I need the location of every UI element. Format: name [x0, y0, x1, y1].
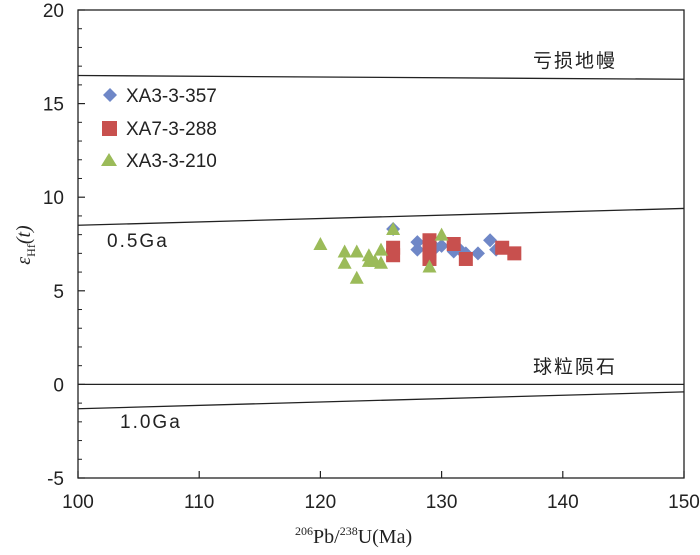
- data-point-triangle: [386, 222, 401, 236]
- x-tick-label: 150: [668, 492, 700, 513]
- legend-triangle-marker: [101, 153, 117, 166]
- y-tick-label: 15: [43, 95, 64, 116]
- legend-label-xa7-3-288: XA7-3-288: [126, 119, 217, 140]
- y-tick-label: 0: [53, 375, 64, 396]
- y-tick-label: 10: [43, 188, 64, 209]
- data-point-triangle: [349, 270, 364, 284]
- 1.0ga-line: [77, 391, 685, 410]
- data-point-triangle: [422, 259, 437, 273]
- plot-area-frame: [77, 9, 685, 479]
- svg-text:206Pb/238U(Ma): 206Pb/238U(Ma): [295, 524, 412, 548]
- x-tick-label: 140: [547, 492, 579, 513]
- data-point-triangle: [313, 237, 328, 250]
- x-axis-title-pb: Pb/: [313, 526, 340, 548]
- x-axis-title-u-ma: U(Ma): [358, 526, 412, 548]
- x-axis-title-sup-238: 238: [340, 524, 358, 538]
- x-tick-label: 130: [426, 492, 458, 513]
- data-point-diamond: [470, 246, 485, 261]
- y-axis-title: εHf(t): [13, 225, 38, 265]
- x-axis-title-sup-206: 206: [295, 524, 313, 538]
- legend-square-marker: [102, 121, 117, 136]
- 0.5ga-label: 0.5Ga: [107, 231, 169, 252]
- y-tick-label: -5: [47, 469, 64, 490]
- y-tick-label: 5: [53, 282, 64, 303]
- legend-label-xa3-3-357: XA3-3-357: [126, 86, 217, 107]
- svg-text:εHf(t): εHf(t): [13, 225, 38, 265]
- data-point-diamond: [483, 233, 498, 248]
- data-point-square: [386, 240, 401, 255]
- depleted-mantle-label: 亏损地幔: [533, 50, 617, 72]
- data-point-triangle: [374, 255, 388, 269]
- y-axis-title-hf: Hf: [24, 244, 38, 257]
- x-tick-label: 120: [305, 492, 337, 513]
- data-point-square: [507, 246, 522, 261]
- data-point-diamond: [434, 238, 449, 253]
- y-axis-title-t: (t): [13, 225, 35, 244]
- x-axis-title: 206Pb/238U(Ma): [295, 524, 412, 548]
- data-point-square: [458, 251, 473, 266]
- data-point-triangle: [434, 227, 449, 241]
- data-point-square: [422, 233, 437, 248]
- x-tick-label: 110: [184, 492, 214, 513]
- y-tick-label: 20: [43, 1, 64, 22]
- legend: XA3-3-357 XA7-3-288 XA3-3-210: [101, 86, 217, 172]
- data-point-triangle: [361, 248, 376, 262]
- 0.5ga-line: [77, 207, 685, 226]
- legend-label-xa3-3-210: XA3-3-210: [126, 151, 217, 172]
- data-point-square: [422, 251, 437, 266]
- depleted-mantle-line: [77, 74, 685, 80]
- 1.0ga-label: 1.0Ga: [120, 412, 182, 433]
- data-point-diamond: [410, 235, 425, 250]
- data-point-square: [446, 237, 461, 251]
- data-point-triangle: [337, 244, 352, 258]
- chondrite-label: 球粒陨石: [533, 356, 617, 378]
- legend-diamond-marker: [103, 88, 117, 102]
- x-tick-label: 100: [62, 492, 94, 513]
- data-point-square: [495, 240, 510, 255]
- data-point-diamond: [410, 242, 425, 257]
- data-point-triangle: [374, 242, 388, 256]
- data-point-triangle: [349, 244, 364, 258]
- data-point-triangle: [337, 255, 352, 269]
- y-axis-title-epsilon: ε: [13, 257, 35, 265]
